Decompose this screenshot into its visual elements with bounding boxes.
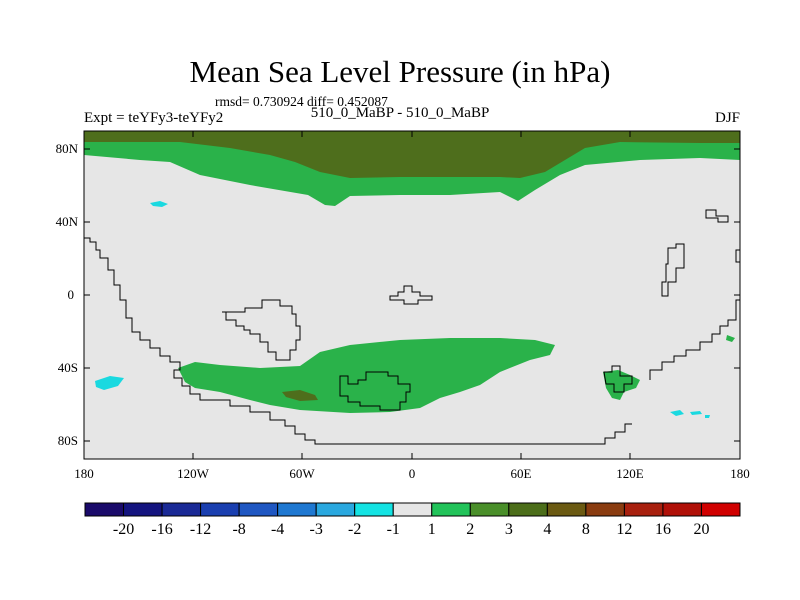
colorbar-swatch: [392, 502, 433, 517]
colorbar-label: -12: [190, 521, 211, 538]
comparison-label: 510_0_MaBP - 510_0_MaBP: [310, 105, 490, 121]
coastline-americas: [84, 237, 320, 445]
colorbar-label: 3: [505, 521, 513, 538]
colorbar-label: 2: [466, 521, 474, 538]
stats-label: rmsd= 0.730924 diff= 0.452087: [215, 94, 388, 109]
colorbar-swatch: [200, 502, 240, 517]
colorbar-swatch: [700, 502, 741, 517]
colorbar-label: -8: [232, 521, 245, 538]
colorbar-swatch: [84, 502, 125, 517]
y-label-eq: 0: [68, 287, 75, 302]
coastline-australia: [339, 371, 411, 411]
y-label-80n: 80N: [56, 141, 79, 156]
colorbar-swatch: [238, 502, 279, 517]
colorbar-label: -16: [151, 521, 172, 538]
x-label-60w: 60W: [289, 466, 315, 481]
colorbar-swatch: [315, 502, 356, 517]
x-label-180w: 180: [74, 466, 94, 481]
coastline-east: [649, 238, 740, 380]
map-title: Mean Sea Level Pressure (in hPa): [189, 54, 611, 89]
colorbar-label: 4: [543, 521, 551, 538]
coastline-antarctica: [320, 423, 632, 445]
east-positive-patch-small: [726, 335, 735, 342]
x-label-180e: 180: [730, 466, 750, 481]
south-strong-positive-patch: [282, 390, 318, 401]
colorbar: -20 -16 -12 -8 -4 -3 -2 -1 1 2 3 4 8 12 16 20: [84, 502, 741, 538]
colorbar-label: 20: [693, 521, 709, 538]
colorbar-swatch: [123, 502, 163, 517]
colorbar-label: 12: [616, 521, 632, 538]
colorbar-label: 8: [582, 521, 590, 538]
colorbar-label: -3: [310, 521, 323, 538]
colorbar-label: -2: [348, 521, 361, 538]
x-label-60e: 60E: [511, 466, 532, 481]
negative-patch-north-pacific: [150, 201, 168, 207]
negative-patch-southeast: [670, 410, 710, 418]
colorbar-swatch: [354, 502, 394, 517]
colorbar-label: 16: [655, 521, 671, 538]
y-axis-labels: 80N 40N 0 40S 80S: [56, 141, 79, 448]
colorbar-label: 1: [428, 521, 436, 538]
colorbar-label: -4: [271, 521, 284, 538]
x-label-0: 0: [409, 466, 416, 481]
colorbar-swatch: [431, 502, 471, 517]
y-label-80s: 80S: [58, 433, 78, 448]
north-strong-positive-region: [84, 131, 740, 178]
coastline-east-island-3: [603, 365, 633, 393]
coastline-east-island-2: [661, 243, 685, 297]
coastline-small-island: [389, 285, 433, 305]
y-label-40s: 40S: [58, 360, 78, 375]
x-label-120e: 120E: [616, 466, 644, 481]
coastline-africa: [222, 299, 301, 361]
x-label-120w: 120W: [177, 466, 210, 481]
colorbar-label: -1: [387, 521, 400, 538]
colorbar-swatch: [508, 502, 548, 517]
colorbar-label: -20: [113, 521, 134, 538]
coastlines: [84, 209, 740, 445]
season-label: DJF: [714, 110, 740, 126]
colorbar-swatch: [546, 502, 587, 517]
experiment-label: Expt = teYFy3-teYFy2: [84, 110, 224, 126]
y-label-40n: 40N: [56, 214, 79, 229]
colorbar-swatch: [585, 502, 625, 517]
colorbar-swatch: [662, 502, 702, 517]
negative-patch-south-pacific: [95, 376, 124, 390]
colorbar-swatch: [469, 502, 510, 517]
colorbar-swatch: [623, 502, 664, 517]
x-axis-labels: 180 120W 60W 0 60E 120E 180: [74, 466, 750, 481]
colorbar-swatch: [277, 502, 317, 517]
east-positive-patch: [603, 370, 640, 400]
axis-ticks: [84, 131, 740, 459]
coastline-east-island-1: [705, 209, 729, 223]
colorbar-swatch: [161, 502, 202, 517]
